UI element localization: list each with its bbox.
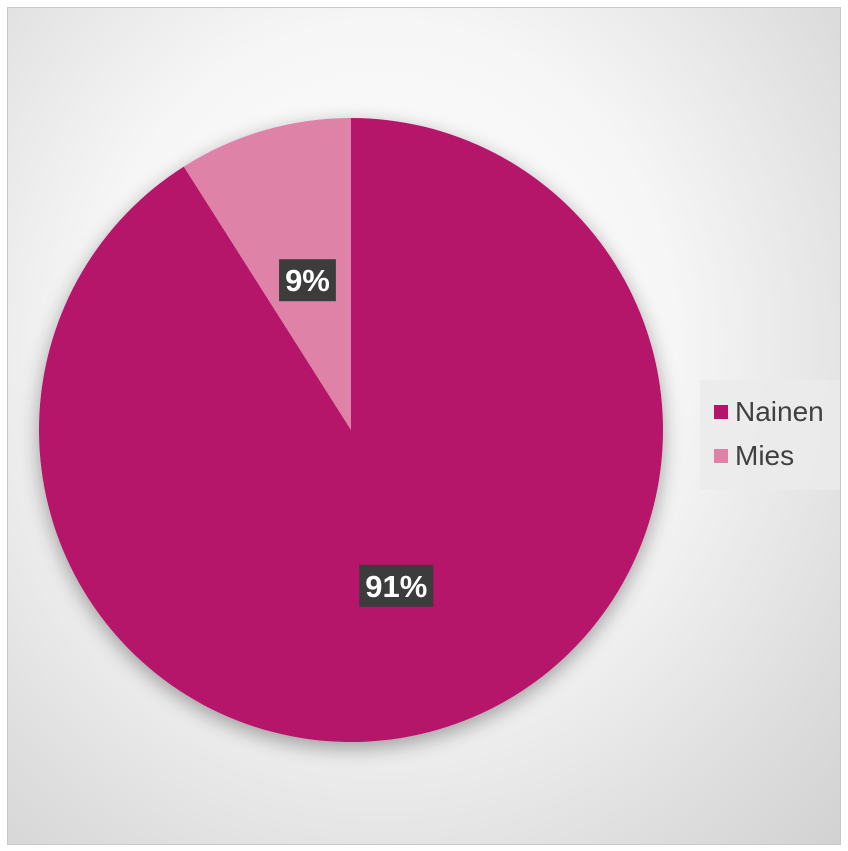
legend: Nainen Mies bbox=[700, 380, 840, 490]
pie-data-labels: 91% 9% bbox=[279, 259, 434, 607]
chart-area: 91% 9% Nainen Mies bbox=[7, 7, 841, 845]
legend-item-mies: Mies bbox=[714, 430, 840, 482]
legend-swatch-mies bbox=[714, 449, 728, 463]
pie-slices bbox=[38, 118, 663, 742]
legend-swatch-nainen bbox=[714, 405, 728, 419]
pie-slice-mies bbox=[183, 118, 351, 430]
legend-item-nainen: Nainen bbox=[714, 386, 840, 438]
data-label-nainen: 91% bbox=[359, 564, 434, 607]
data-label-text: 91% bbox=[365, 569, 427, 604]
data-label-mies: 9% bbox=[279, 259, 336, 302]
legend-label-mies: Mies bbox=[735, 440, 795, 471]
pie-chart: 91% 9% bbox=[38, 118, 663, 742]
legend-label-nainen: Nainen bbox=[735, 396, 824, 427]
data-label-box bbox=[279, 259, 336, 302]
pie-slice-nainen bbox=[38, 118, 663, 742]
data-label-box bbox=[359, 564, 434, 607]
data-label-text: 9% bbox=[285, 263, 330, 298]
